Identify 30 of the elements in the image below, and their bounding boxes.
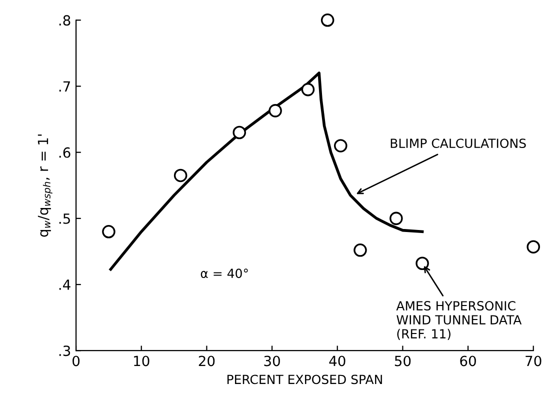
point: [174, 168, 188, 182]
x-tick-label: 70: [526, 356, 542, 366]
point: [320, 14, 334, 27]
x-tick-label: 0: [72, 356, 80, 366]
y-tick-label: .4: [59, 280, 70, 290]
annotation: AMES HYPERSONIC WIND TUNNEL DATA (REF. 11): [396, 301, 522, 340]
x-tick-label: 20: [198, 356, 215, 366]
y-tick-label: .7: [59, 81, 70, 92]
point: [232, 126, 246, 140]
annotation: BLIMP CALCULATIONS: [390, 138, 526, 148]
point: [102, 225, 116, 238]
x-tick-label: 30: [264, 356, 280, 366]
y-tick-label: .6: [59, 147, 70, 158]
point: [526, 240, 540, 254]
x-tick-label: 40: [329, 356, 346, 366]
point: [268, 104, 282, 118]
annotation: α = 40°: [200, 268, 248, 278]
y-tick-label: .3: [59, 346, 70, 356]
point: [416, 256, 429, 270]
point: [390, 212, 403, 226]
y-axis-title: q$_{w}$/q$_{wsph}$, r = 1': [38, 134, 52, 237]
y-tick-label: .8: [59, 15, 70, 26]
point: [301, 82, 315, 96]
point: [354, 244, 367, 257]
x-tick-label: 60: [460, 356, 476, 366]
x-axis-title: PERCENT EXPOSED SPAN: [227, 374, 382, 384]
point: [334, 139, 348, 152]
y-tick-label: .5: [59, 214, 70, 224]
x-tick-label: 10: [134, 356, 150, 366]
x-tick-label: 50: [394, 356, 411, 366]
